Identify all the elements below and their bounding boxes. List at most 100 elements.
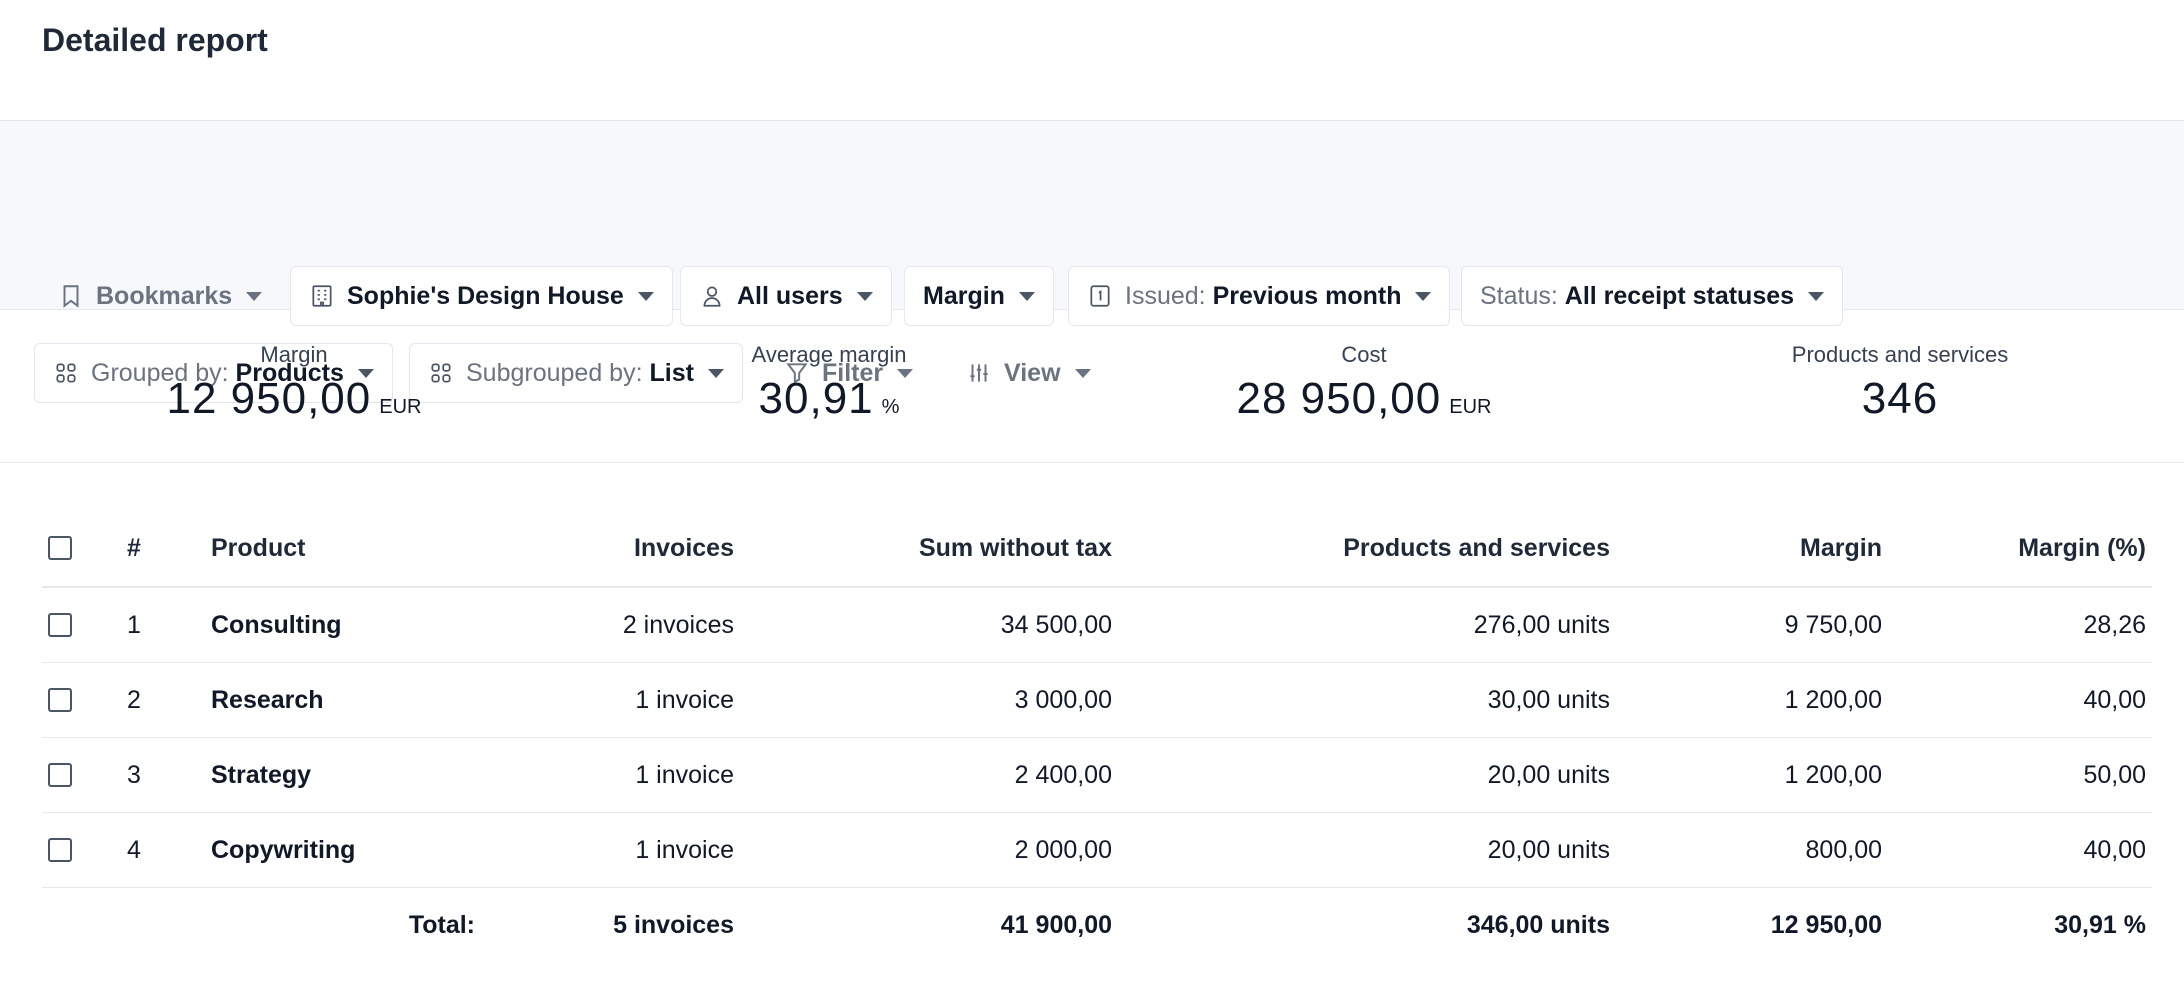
table-row: 3 Strategy 1 invoice 2 400,00 20,00 unit… (42, 738, 2152, 813)
view-button[interactable]: View (948, 343, 1109, 403)
stat-value: 30,91 (758, 374, 874, 423)
stat-products: Products and services 346 (1740, 342, 2060, 424)
issued-value: Previous month (1212, 281, 1402, 310)
bookmark-icon (58, 283, 84, 309)
chevron-down-icon (1018, 291, 1035, 301)
row-margin: 1 200,00 (1784, 685, 1882, 714)
row-margin: 800,00 (1805, 835, 1882, 864)
stat-label: Margin (260, 342, 328, 367)
filter-toolbar: Bookmarks Sophie's Design House All user… (0, 121, 2184, 403)
total-invoices: 5 invoices (613, 910, 734, 939)
issued-dropdown[interactable]: Issued: Previous month (1068, 266, 1451, 326)
stat-margin: Margin 12 950,00 EUR (154, 342, 434, 424)
metric-label: Margin (923, 281, 1005, 310)
row-checkbox[interactable] (48, 838, 72, 862)
chevron-down-icon (246, 291, 263, 301)
company-label: Sophie's Design House (347, 281, 624, 310)
status-value: All receipt statuses (1564, 281, 1795, 310)
stat-unit: % (881, 396, 900, 418)
header-product[interactable]: Product (211, 533, 306, 562)
row-invoices: 1 invoice (635, 685, 734, 714)
table-total-row: Total: 5 invoices 41 900,00 346,00 units… (42, 888, 2152, 962)
users-dropdown[interactable]: All users (680, 266, 892, 326)
chevron-down-icon (707, 368, 724, 378)
page-title: Detailed report (42, 22, 268, 58)
header-products[interactable]: Products and services (1343, 533, 1610, 562)
issued-prefix: Issued: (1125, 281, 1206, 310)
status-prefix: Status: (1480, 281, 1558, 310)
status-dropdown[interactable]: Status: All receipt statuses (1461, 266, 1844, 326)
grouped-by-dropdown[interactable]: Grouped by: Products (34, 343, 393, 403)
header-sum[interactable]: Sum without tax (918, 533, 1112, 562)
summary-stats: Margin 12 950,00 EUR Average margin 30,91… (0, 310, 2184, 463)
row-margin-pct: 50,00 (2083, 760, 2146, 789)
row-margin-pct: 40,00 (2083, 835, 2146, 864)
total-sum: 41 900,00 (1000, 910, 1112, 939)
select-all-checkbox[interactable] (48, 536, 72, 560)
subgrouped-by-dropdown[interactable]: Subgrouped by: List (409, 343, 743, 403)
header-margin[interactable]: Margin (1800, 533, 1882, 562)
stat-label: Cost (1341, 342, 1387, 367)
view-label: View (1004, 358, 1061, 387)
header-invoices[interactable]: Invoices (633, 533, 734, 562)
chevron-down-icon (1074, 368, 1091, 378)
stat-unit: EUR (379, 396, 422, 418)
row-sum: 34 500,00 (1000, 610, 1112, 639)
stat-unit: EUR (1449, 396, 1492, 418)
stat-label: Average margin (751, 342, 907, 367)
report-table: # Product Invoices Sum without tax Produ… (42, 510, 2152, 962)
header-margin-pct[interactable]: Margin (%) (2018, 533, 2146, 562)
row-invoices: 1 invoice (635, 835, 734, 864)
filter-button[interactable]: Filter (766, 343, 931, 403)
stat-value: 346 (1861, 374, 1939, 423)
filter-label: Filter (822, 358, 884, 387)
row-checkbox[interactable] (48, 613, 72, 637)
stat-label: Products and services (1791, 342, 2009, 367)
company-dropdown[interactable]: Sophie's Design House (290, 266, 673, 326)
row-checkbox[interactable] (48, 763, 72, 787)
bookmarks-dropdown[interactable]: Bookmarks (40, 266, 280, 326)
calendar-icon (1087, 283, 1113, 309)
grouped-by-value: Products (235, 358, 344, 387)
header-num: # (127, 533, 141, 562)
chevron-down-icon (357, 368, 374, 378)
row-margin-pct: 40,00 (2083, 685, 2146, 714)
row-products: 20,00 units (1487, 760, 1610, 789)
grouped-by-prefix: Grouped by: (91, 358, 229, 387)
grid-icon (428, 360, 454, 386)
row-num: 4 (127, 835, 141, 864)
total-label: Total: (408, 910, 475, 939)
chevron-down-icon (637, 291, 654, 301)
user-icon (699, 283, 725, 309)
row-product: Strategy (211, 760, 312, 789)
row-num: 1 (127, 610, 141, 639)
metric-dropdown[interactable]: Margin (904, 266, 1054, 326)
row-num: 2 (127, 685, 141, 714)
row-sum: 2 400,00 (1014, 760, 1112, 789)
users-label: All users (737, 281, 843, 310)
row-checkbox[interactable] (48, 688, 72, 712)
stat-value: 28 950,00 (1236, 374, 1442, 423)
row-invoices: 1 invoice (635, 760, 734, 789)
stat-cost: Cost 28 950,00 EUR (1224, 342, 1504, 424)
filter-icon (784, 360, 810, 386)
bookmarks-label: Bookmarks (96, 281, 233, 310)
table-row: 2 Research 1 invoice 3 000,00 30,00 unit… (42, 663, 2152, 738)
row-invoices: 2 invoices (622, 610, 734, 639)
total-margin: 12 950,00 (1770, 910, 1882, 939)
row-products: 30,00 units (1487, 685, 1610, 714)
row-products: 276,00 units (1473, 610, 1610, 639)
table-header-row: # Product Invoices Sum without tax Produ… (42, 510, 2152, 588)
subgrouped-by-value: List (649, 358, 694, 387)
row-product: Copywriting (211, 835, 356, 864)
chevron-down-icon (1808, 291, 1825, 301)
row-num: 3 (127, 760, 141, 789)
row-product: Research (211, 685, 324, 714)
row-product: Consulting (211, 610, 342, 639)
row-products: 20,00 units (1487, 835, 1610, 864)
chevron-down-icon (1415, 291, 1432, 301)
stat-average-margin: Average margin 30,91% (709, 342, 949, 424)
row-sum: 2 000,00 (1014, 835, 1112, 864)
total-margin-pct: 30,91 % (2054, 910, 2146, 939)
grid-icon (53, 360, 79, 386)
